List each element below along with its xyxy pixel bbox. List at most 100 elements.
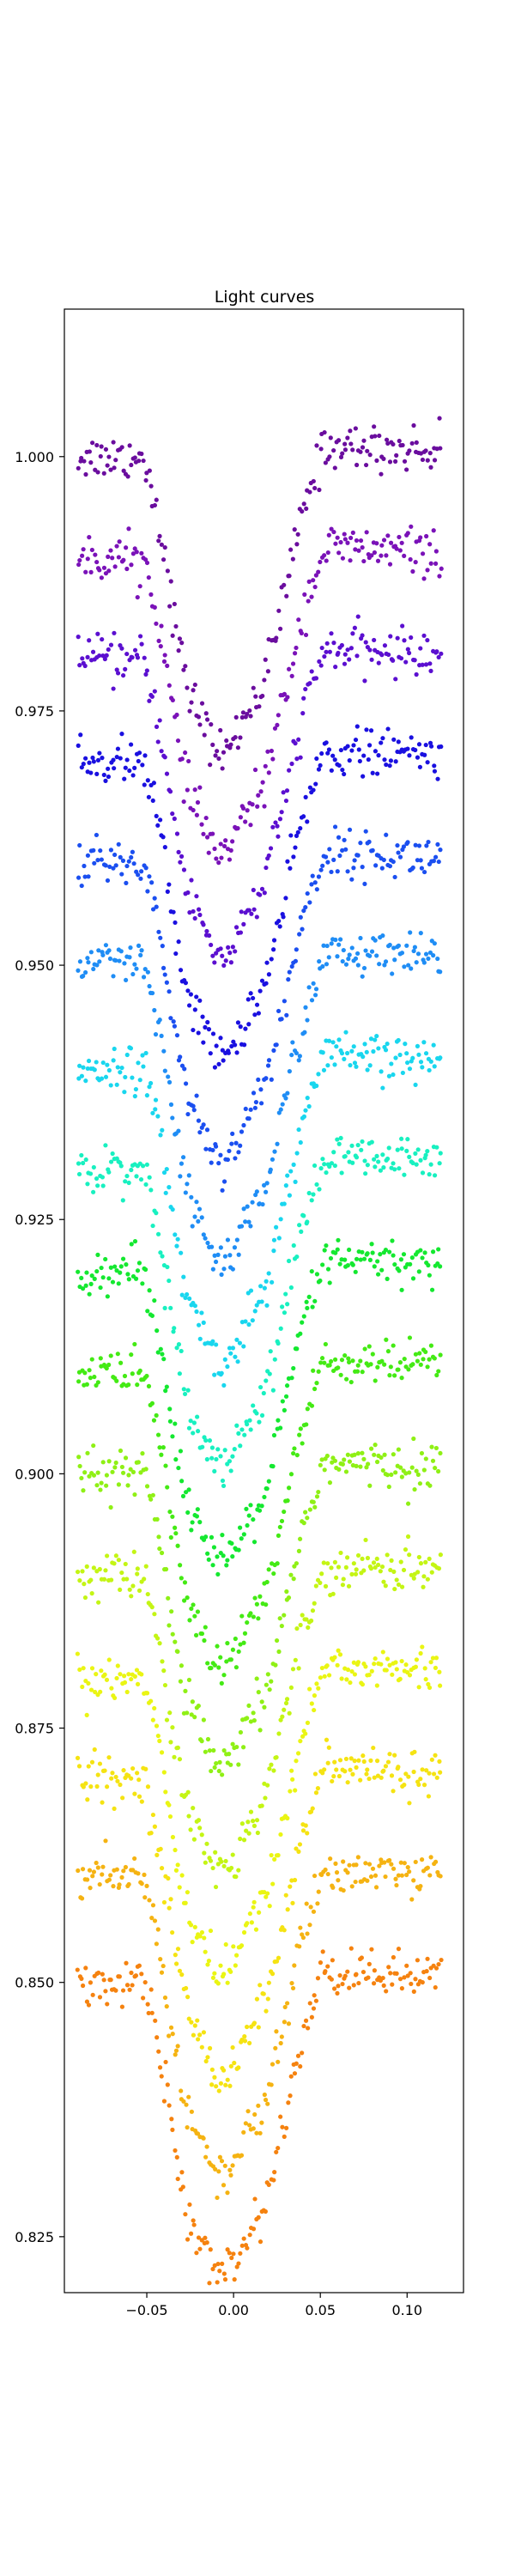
- data-point: [338, 539, 343, 545]
- data-point: [369, 1947, 374, 1952]
- data-point: [123, 1179, 128, 1184]
- data-point: [97, 568, 102, 573]
- data-point: [123, 765, 128, 770]
- data-point: [129, 1594, 134, 1599]
- data-point: [397, 1777, 403, 1783]
- data-point: [139, 1672, 144, 1677]
- data-point: [313, 987, 319, 992]
- data-point: [421, 633, 427, 638]
- light-curve-series: [76, 1335, 443, 1686]
- data-point: [270, 1388, 276, 1393]
- data-point: [374, 1459, 380, 1465]
- data-point: [409, 1465, 415, 1470]
- data-point: [319, 1571, 324, 1577]
- data-point: [348, 1946, 354, 1951]
- data-point: [104, 1483, 109, 1488]
- data-point: [355, 614, 360, 619]
- data-point: [387, 1752, 392, 1757]
- data-point: [433, 1965, 439, 1971]
- data-point: [346, 1583, 352, 1589]
- data-point: [168, 579, 173, 584]
- data-point: [218, 1655, 223, 1660]
- data-point: [265, 1996, 270, 2002]
- data-point: [87, 535, 92, 540]
- data-point: [212, 1468, 217, 1474]
- data-point: [259, 978, 265, 983]
- data-point: [137, 1368, 142, 1373]
- data-point: [138, 952, 143, 957]
- data-point: [322, 1674, 327, 1679]
- data-point: [312, 1298, 318, 1303]
- data-point: [97, 1566, 102, 1572]
- data-point: [402, 553, 407, 559]
- data-point: [245, 2024, 250, 2030]
- data-point: [161, 1963, 166, 1969]
- data-point: [391, 658, 396, 663]
- data-point: [167, 1278, 172, 1284]
- data-point: [282, 691, 288, 696]
- data-point: [199, 1310, 204, 1315]
- data-point: [170, 1725, 175, 1730]
- data-point: [236, 2261, 241, 2266]
- data-point: [103, 1074, 109, 1079]
- data-point: [324, 1737, 330, 1742]
- data-point: [336, 942, 342, 947]
- data-point: [143, 671, 148, 677]
- data-point: [349, 1143, 354, 1148]
- data-point: [217, 1759, 222, 1765]
- data-point: [350, 447, 355, 453]
- data-point: [354, 1463, 359, 1468]
- data-point: [234, 1423, 239, 1428]
- data-point: [306, 2026, 311, 2031]
- data-point: [374, 1683, 379, 1688]
- data-point: [238, 735, 243, 740]
- data-point: [159, 1550, 165, 1556]
- data-point: [372, 1775, 377, 1780]
- data-point: [225, 1980, 230, 1985]
- data-point: [355, 1660, 361, 1665]
- data-point: [148, 1080, 154, 1086]
- data-point: [418, 931, 423, 936]
- data-point: [254, 1002, 260, 1007]
- data-point: [156, 1534, 161, 1540]
- data-point: [152, 605, 157, 611]
- data-point: [306, 1625, 311, 1630]
- data-point: [141, 1996, 146, 2001]
- data-point: [393, 1470, 398, 1475]
- data-point: [367, 1257, 373, 1262]
- data-point: [436, 1369, 441, 1374]
- data-point: [183, 664, 188, 669]
- data-point: [94, 442, 100, 448]
- data-point: [313, 1998, 319, 2003]
- data-point: [383, 1048, 389, 1053]
- data-point: [234, 1237, 239, 1242]
- data-point: [221, 2183, 227, 2188]
- data-point: [331, 1774, 336, 1779]
- data-point: [167, 789, 173, 794]
- data-point: [204, 2144, 209, 2149]
- data-point: [189, 700, 194, 705]
- data-point: [409, 1897, 415, 1902]
- data-point: [438, 1552, 443, 1558]
- data-point: [106, 554, 111, 559]
- data-point: [388, 758, 394, 763]
- data-point: [375, 1259, 380, 1264]
- data-point: [373, 938, 378, 943]
- data-point: [121, 1868, 126, 1874]
- data-point: [393, 459, 398, 464]
- data-point: [363, 948, 368, 953]
- data-point: [219, 2159, 225, 2164]
- data-point: [89, 1273, 94, 1279]
- data-point: [186, 1814, 191, 1819]
- data-point: [336, 550, 342, 556]
- data-point: [258, 1087, 264, 1092]
- data-point: [240, 710, 246, 715]
- data-point: [223, 2082, 228, 2087]
- data-point: [290, 556, 295, 562]
- data-point: [126, 1881, 131, 1887]
- data-point: [129, 1776, 134, 1781]
- data-point: [371, 1560, 377, 1565]
- data-point: [203, 1749, 208, 1754]
- data-point: [437, 1669, 442, 1674]
- data-point: [336, 1037, 342, 1042]
